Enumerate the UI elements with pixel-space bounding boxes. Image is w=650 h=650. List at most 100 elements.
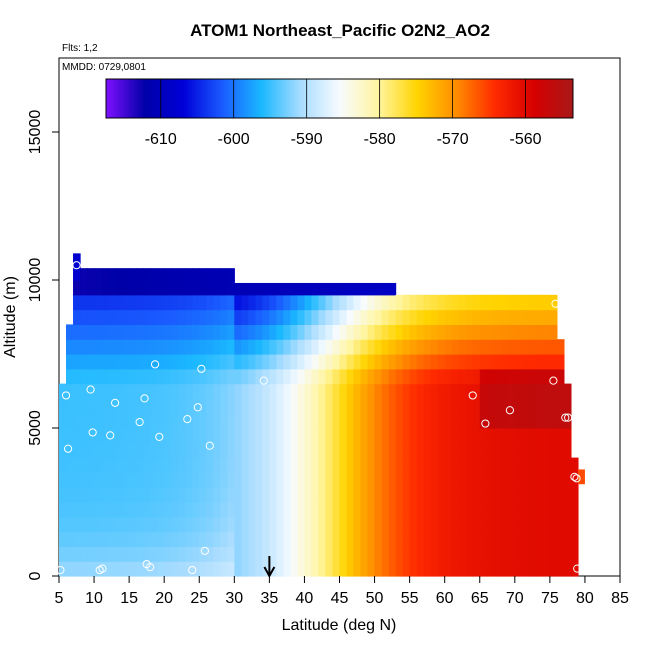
heatmap-cell	[248, 413, 256, 429]
heatmap-cell	[143, 546, 151, 562]
heatmap-cell	[423, 442, 432, 459]
heatmap-cell	[507, 368, 516, 385]
x-tick-label: 60	[436, 590, 454, 607]
heatmap-cell	[297, 354, 306, 370]
heatmap-cell	[178, 280, 186, 296]
heatmap-cell	[325, 324, 334, 340]
heatmap-cell	[493, 324, 502, 340]
heatmap-cell	[255, 442, 263, 459]
heatmap-cell	[129, 368, 137, 385]
heatmap-cell	[451, 413, 460, 429]
heatmap-cell	[451, 531, 460, 547]
heatmap-cell	[129, 472, 137, 488]
heatmap-cell	[262, 546, 270, 562]
heatmap-cell	[73, 280, 81, 296]
heatmap-cell	[507, 413, 516, 429]
heatmap-cell	[227, 487, 235, 503]
heatmap-cell	[122, 457, 130, 473]
heatmap-cell	[486, 413, 495, 429]
heatmap-cell	[94, 457, 102, 473]
heatmap-cell	[423, 428, 432, 444]
heatmap-cell	[493, 516, 502, 533]
chart-title: ATOM1 Northeast_Pacific O2N2_AO2	[190, 21, 490, 40]
heatmap-cell	[255, 294, 263, 311]
heatmap-cell	[157, 457, 165, 473]
heatmap-cell	[199, 487, 207, 503]
heatmap-cell	[339, 531, 348, 547]
heatmap-cell	[521, 442, 530, 459]
x-tick-label: 10	[85, 590, 103, 607]
heatmap-cell	[521, 546, 530, 562]
heatmap-cell	[234, 354, 242, 370]
heatmap-cell	[122, 428, 130, 444]
heatmap-cell	[227, 516, 235, 533]
heatmap-cell	[101, 368, 109, 385]
heatmap-cell	[255, 324, 263, 340]
heatmap-cell	[465, 472, 474, 488]
heatmap-cell	[388, 457, 397, 473]
heatmap-cell	[493, 339, 502, 355]
heatmap-cell	[444, 502, 453, 518]
heatmap-cell	[353, 368, 362, 385]
heatmap-cell	[171, 531, 179, 547]
heatmap-cell	[185, 457, 193, 473]
heatmap-cell	[269, 383, 277, 399]
heatmap-cell	[220, 268, 228, 281]
heatmap-cell	[472, 442, 481, 459]
heatmap-cell	[157, 398, 165, 414]
heatmap-cell	[325, 309, 334, 325]
heatmap-cell	[178, 502, 186, 518]
heatmap-cell	[423, 516, 432, 533]
heatmap-cell	[486, 428, 495, 444]
heatmap-cell	[430, 368, 439, 385]
heatmap-cell	[325, 457, 334, 473]
heatmap-cell	[192, 339, 200, 355]
heatmap-cell	[129, 531, 137, 547]
heatmap-cell	[423, 413, 432, 429]
heatmap-cell	[241, 457, 249, 473]
heatmap-cell	[535, 457, 544, 473]
heatmap-cell	[269, 368, 277, 385]
heatmap-cell	[171, 472, 179, 488]
heatmap-cell	[234, 324, 242, 340]
heatmap-cell	[332, 413, 341, 429]
heatmap-cell	[276, 472, 284, 488]
heatmap-cell	[423, 561, 432, 577]
sample-point	[564, 413, 573, 422]
heatmap-cell	[465, 354, 474, 370]
heatmap-cell	[164, 280, 172, 296]
heatmap-cell	[423, 472, 432, 488]
heatmap-cell	[185, 268, 193, 281]
heatmap-cell	[171, 368, 179, 385]
heatmap-cell	[570, 457, 579, 473]
heatmap-cell	[360, 457, 369, 473]
heatmap-cell	[220, 324, 228, 340]
heatmap-cell	[108, 268, 116, 281]
heatmap-cell	[402, 442, 411, 459]
heatmap-cell	[94, 442, 102, 459]
heatmap-cell	[472, 309, 481, 325]
heatmap-cell	[178, 309, 186, 325]
sample-point	[193, 403, 202, 412]
heatmap-cell	[318, 502, 327, 518]
heatmap-cell	[157, 413, 165, 429]
heatmap-cell	[178, 383, 186, 399]
heatmap-cell	[101, 413, 109, 429]
heatmap-cell	[472, 398, 481, 414]
heatmap-cell	[108, 294, 116, 311]
heatmap-cell	[171, 487, 179, 503]
heatmap-cell	[493, 368, 502, 385]
heatmap-cell	[290, 398, 299, 414]
heatmap-cell	[87, 383, 95, 399]
sample-point	[561, 413, 570, 422]
heatmap-cell	[367, 282, 376, 296]
heatmap-cell	[528, 531, 537, 547]
heatmap-cell	[556, 546, 565, 562]
heatmap-cell	[80, 457, 88, 473]
heatmap-cell	[248, 516, 256, 533]
heatmap-cell	[213, 516, 221, 533]
heatmap-cell	[199, 413, 207, 429]
heatmap-cell	[115, 546, 123, 562]
heatmap-cell	[178, 561, 186, 577]
